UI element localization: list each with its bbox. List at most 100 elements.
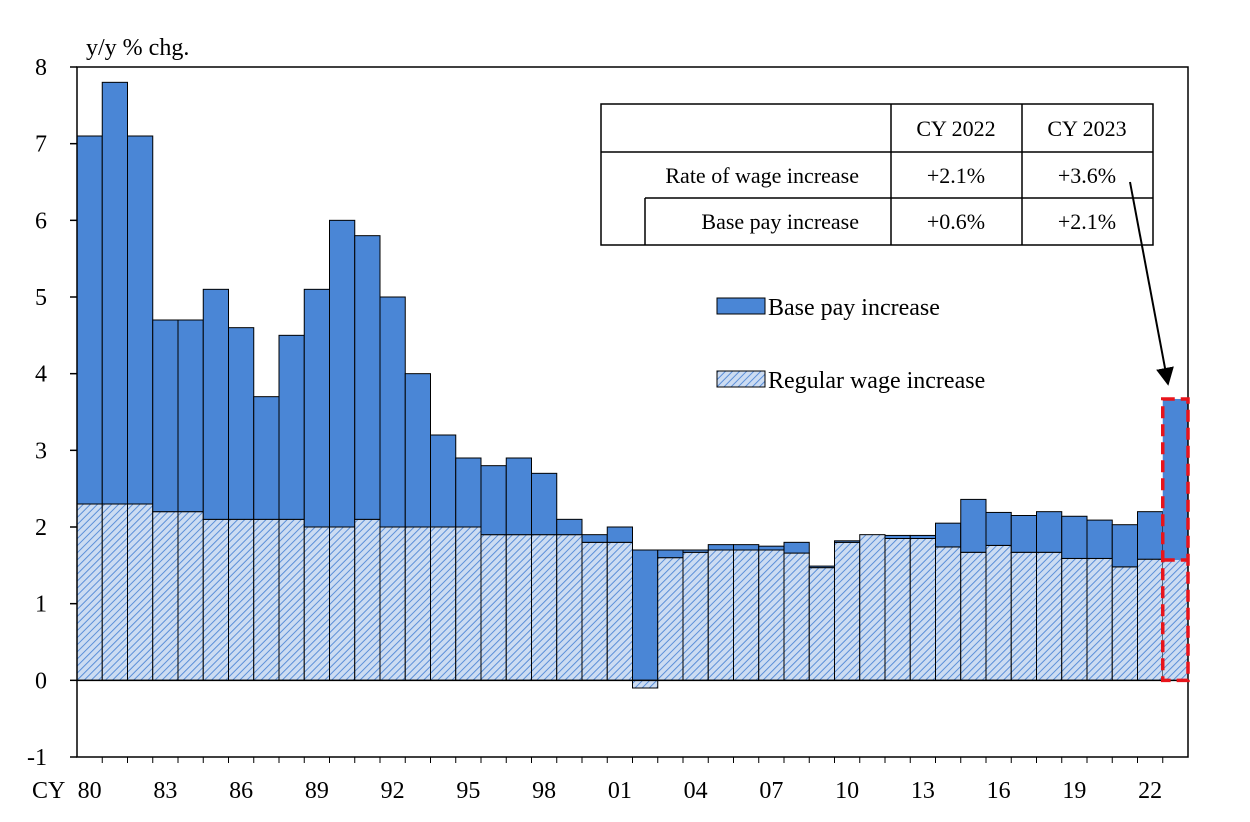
bar-regular-06 — [733, 549, 760, 681]
bar-base-03 — [657, 549, 684, 559]
x-tick-label: 83 — [153, 778, 177, 804]
bar-base-01 — [606, 526, 633, 543]
bar-regular-01 — [606, 541, 633, 681]
x-axis-prefix: CY — [32, 778, 65, 804]
bar-regular-02 — [632, 679, 659, 689]
bar-base-96 — [480, 465, 507, 536]
bar-base-99 — [556, 518, 583, 536]
y-axis: -1 0 1 2 3 4 5 6 7 8 — [27, 55, 77, 771]
highlight-box — [1161, 397, 1190, 683]
x-tick-label: 10 — [835, 778, 859, 804]
bar-base-12 — [884, 534, 911, 540]
bar-regular-07 — [758, 549, 785, 681]
bar-regular-14 — [935, 546, 962, 681]
bar-base-21 — [1111, 524, 1138, 568]
legend-swatch-regular — [716, 370, 766, 388]
bar-base-82 — [127, 135, 154, 505]
bar-base-81 — [101, 81, 128, 505]
legend-label-base: Base pay increase — [768, 295, 940, 321]
table-frame — [600, 103, 1154, 246]
table-header-2023: CY 2023 — [1047, 116, 1126, 141]
bar-base-15 — [960, 498, 987, 553]
bar-base-90 — [329, 219, 356, 528]
x-tick-label: 89 — [305, 778, 329, 804]
y-tick-label: 5 — [35, 285, 47, 311]
bar-base-91 — [354, 235, 381, 520]
bar-regular-89 — [303, 526, 330, 681]
bar-base-18 — [1036, 511, 1063, 553]
bar-base-89 — [303, 288, 330, 528]
table-cell-wage-2022: +2.1% — [927, 163, 985, 188]
annotation-arrow — [1129, 181, 1174, 386]
bar-regular-92 — [379, 526, 406, 681]
x-tick-label: 80 — [78, 778, 102, 804]
bar-base-06 — [733, 544, 760, 551]
data-table: CY 2022 CY 2023 Rate of wage increase +2… — [600, 103, 1154, 246]
bar-regular-20 — [1086, 557, 1113, 681]
bar-base-94 — [430, 434, 457, 528]
bar-base-19 — [1061, 515, 1088, 559]
x-tick-label: 95 — [456, 778, 480, 804]
y-tick-label: 6 — [35, 208, 47, 234]
x-tick-label: 07 — [759, 778, 783, 804]
bar-regular-10 — [834, 541, 861, 681]
y-tick-label: -1 — [27, 745, 47, 771]
bar-base-04 — [682, 549, 709, 553]
bar-regular-21 — [1111, 566, 1138, 681]
y-axis-title: y/y % chg. — [86, 35, 189, 61]
legend: Base pay increase Regular wage increase — [716, 295, 985, 394]
bar-base-83 — [152, 319, 179, 513]
bar-base-17 — [1010, 515, 1037, 553]
bar-base-23 — [1162, 398, 1188, 560]
bar-base-13 — [909, 534, 936, 540]
y-tick-label: 8 — [35, 55, 47, 81]
bar-base-95 — [455, 457, 482, 528]
bar-regular-94 — [430, 526, 457, 681]
bar-regular-90 — [329, 526, 356, 681]
bar-regular-96 — [480, 534, 507, 681]
bar-base-22 — [1137, 511, 1164, 560]
x-tick-label: 98 — [532, 778, 556, 804]
bar-base-84 — [177, 319, 204, 513]
bar-base-88 — [278, 334, 305, 520]
table-cell-base-2022: +0.6% — [927, 209, 985, 234]
bar-base-00 — [581, 534, 608, 543]
bar-regular-18 — [1036, 551, 1063, 681]
bar-base-09 — [808, 565, 835, 569]
bar-base-92 — [379, 296, 406, 528]
bar-base-05 — [707, 544, 734, 551]
bar-regular-11 — [859, 534, 886, 681]
legend-swatch-base — [716, 297, 766, 315]
bar-regular-04 — [682, 551, 709, 681]
table-row-label-base: Base pay increase — [701, 209, 859, 234]
legend-label-regular: Regular wage increase — [768, 368, 985, 394]
table-cell-base-2023: +2.1% — [1058, 209, 1116, 234]
bar-regular-17 — [1010, 551, 1037, 681]
bar-regular-16 — [985, 544, 1012, 681]
bar-base-14 — [935, 522, 962, 548]
bar-base-97 — [505, 457, 532, 536]
bar-regular-82 — [127, 503, 154, 681]
table-row-label-wage: Rate of wage increase — [665, 163, 859, 188]
bar-base-93 — [404, 373, 431, 528]
bar-base-87 — [253, 396, 280, 520]
bar-regular-99 — [556, 534, 583, 681]
bar-regular-85 — [202, 518, 229, 681]
bar-regular-03 — [657, 557, 684, 681]
bar-regular-80 — [76, 503, 103, 681]
bar-regular-09 — [808, 567, 835, 681]
bar-base-02 — [632, 549, 659, 681]
bar-base-10 — [834, 540, 861, 543]
x-tick-label: 16 — [987, 778, 1011, 804]
x-tick-label: 22 — [1138, 778, 1162, 804]
bar-regular-87 — [253, 518, 280, 681]
x-tick-label: 01 — [608, 778, 632, 804]
bar-regular-23 — [1162, 559, 1188, 681]
bar-base-20 — [1086, 519, 1113, 559]
bar-base-86 — [228, 327, 255, 520]
y-tick-label: 7 — [35, 132, 47, 158]
bar-regular-00 — [581, 541, 608, 681]
bar-regular-97 — [505, 534, 532, 681]
table-header-2022: CY 2022 — [916, 116, 995, 141]
